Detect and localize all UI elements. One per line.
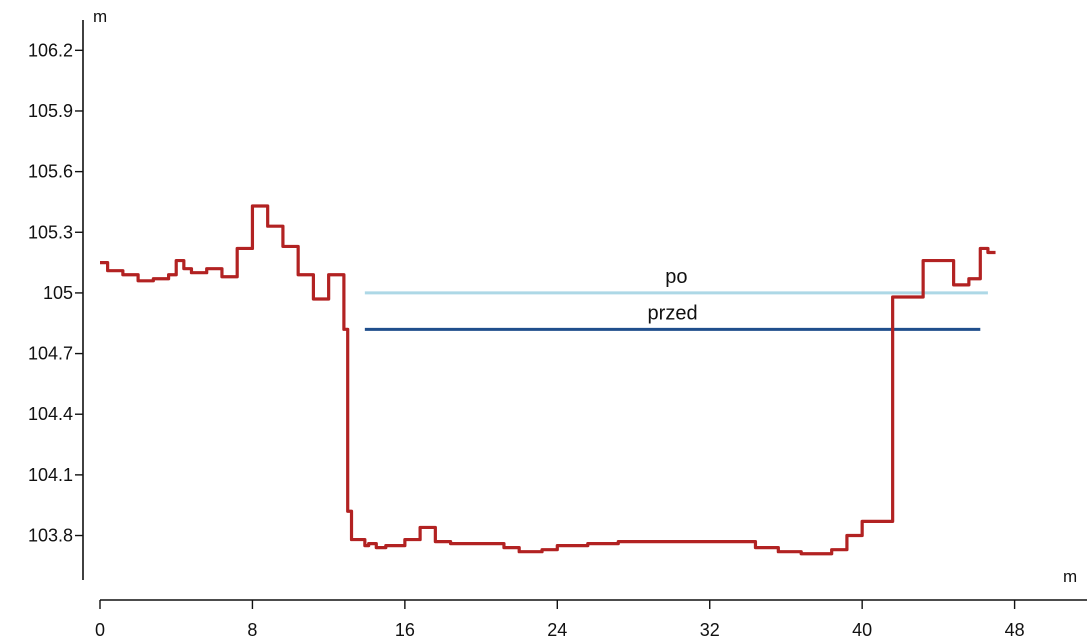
y-unit-label: m: [93, 7, 107, 26]
profile-line: [100, 204, 996, 556]
y-tick-label: 104.7: [28, 344, 73, 364]
series-layer: [364, 291, 988, 331]
profile-layer: [100, 204, 996, 556]
y-tick-label: 105.9: [28, 101, 73, 121]
x-ticks: 0 8 16 24 32 40 48: [95, 600, 1025, 640]
y-tick-label: 103.8: [28, 526, 73, 546]
y-tick-label: 104.4: [28, 404, 73, 424]
x-tick-label: 32: [700, 620, 720, 640]
y-tick-label: 105: [43, 283, 73, 303]
x-tick-label: 40: [852, 620, 872, 640]
chart-axes: m m: [82, 7, 1087, 601]
series-label-przed: przed: [648, 302, 698, 324]
x-tick-label: 16: [395, 620, 415, 640]
x-tick-label: 8: [247, 620, 257, 640]
series-label-po: po: [665, 266, 687, 288]
series-labels: po przed: [648, 266, 698, 324]
x-unit-label: m: [1063, 567, 1077, 586]
y-tick-label: 104.1: [28, 465, 73, 485]
x-tick-label: 24: [547, 620, 567, 640]
x-tick-label: 0: [95, 620, 105, 640]
y-tick-label: 105.3: [28, 222, 73, 242]
y-tick-label: 105.6: [28, 162, 73, 182]
x-tick-label: 48: [1005, 620, 1025, 640]
y-ticks: 103.8 104.1 104.4 104.7 105 105.3 105.6 105.9 10…: [28, 40, 83, 546]
y-tick-label: 106.2: [28, 40, 73, 60]
